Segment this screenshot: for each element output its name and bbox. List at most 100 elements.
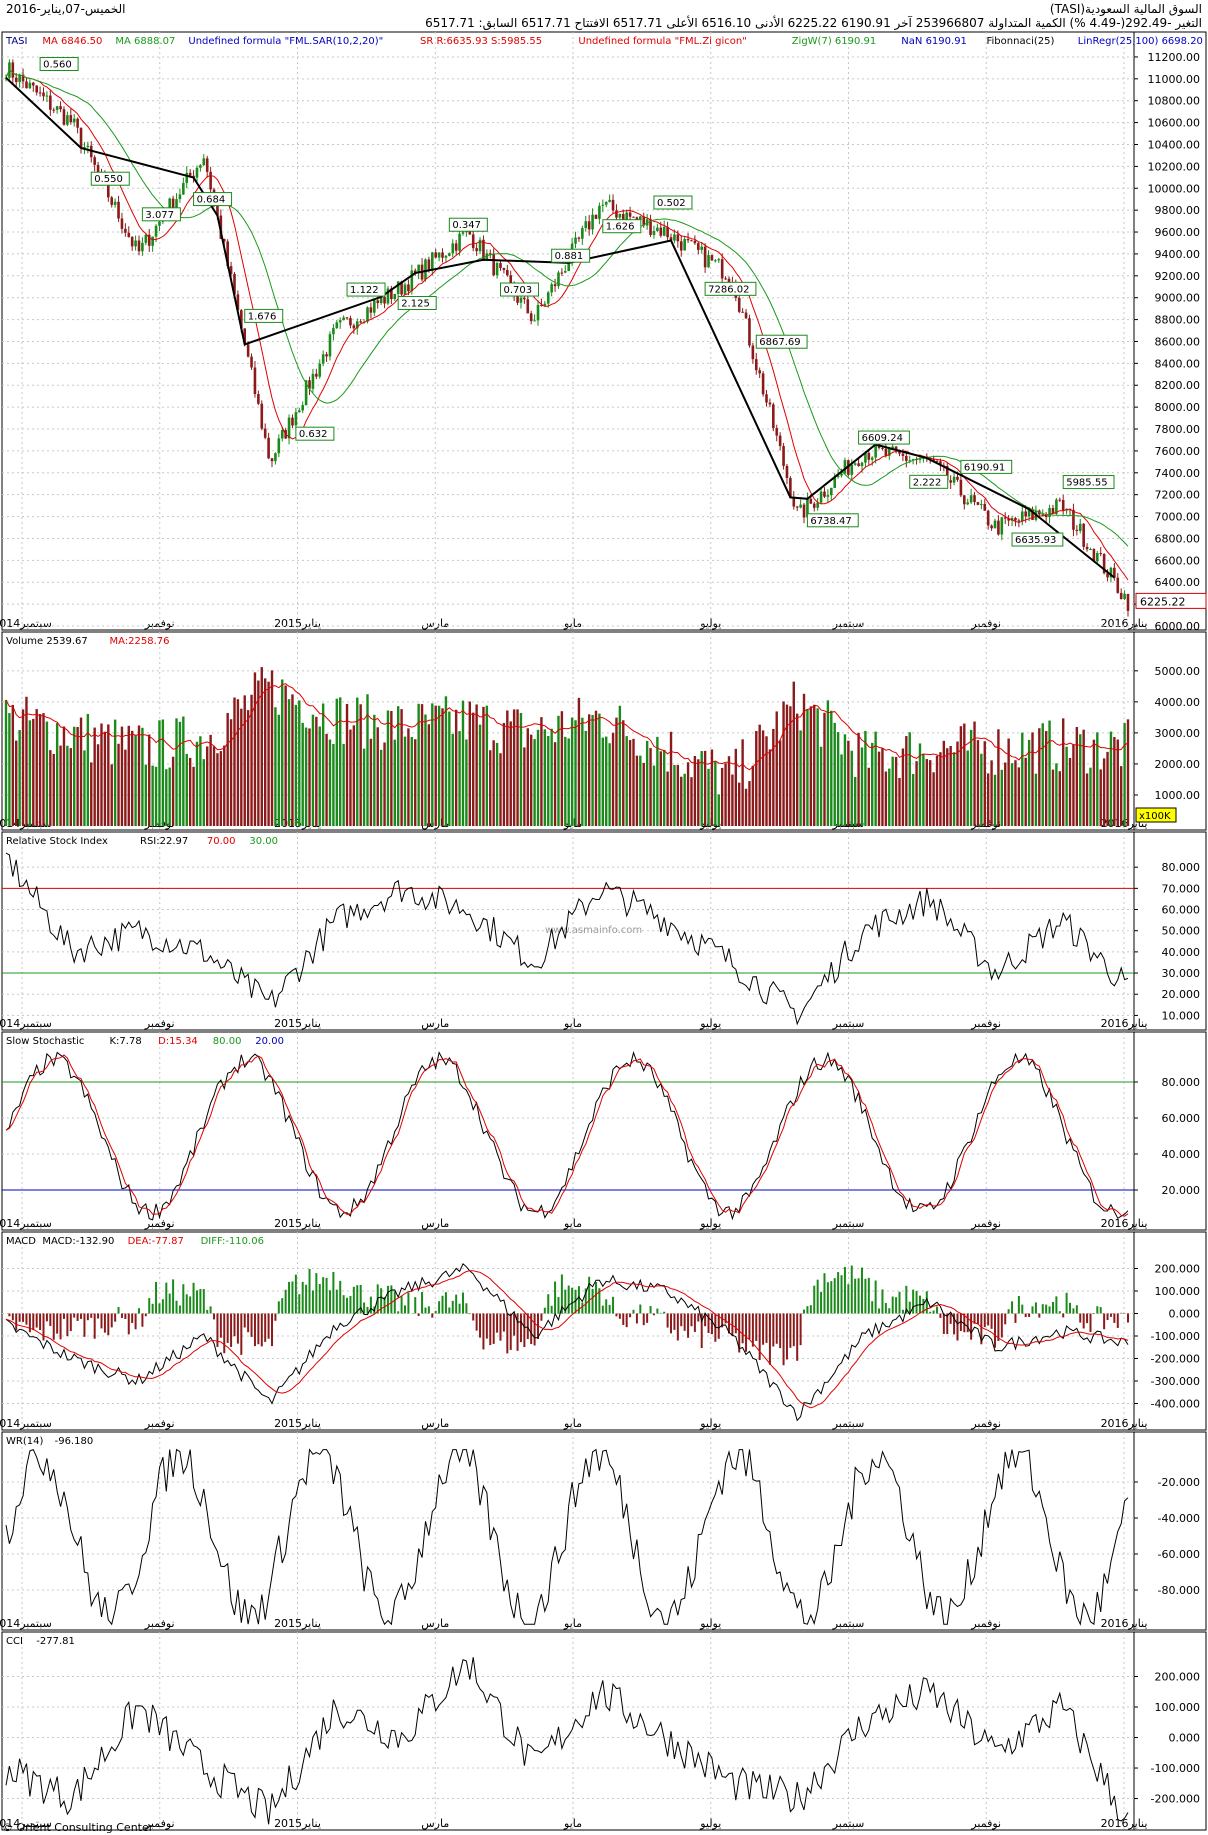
candle-body — [1055, 499, 1058, 514]
candle-body — [175, 199, 178, 211]
candle-body — [396, 281, 400, 295]
candle-body — [1000, 517, 1004, 535]
volume-bar — [383, 742, 386, 826]
volume-bar — [946, 748, 949, 826]
candle-body — [618, 213, 622, 218]
candle-body — [993, 520, 997, 529]
volume-bar — [601, 737, 605, 826]
y-tick-label: 100.000 — [1155, 1285, 1201, 1298]
volume-bar — [567, 738, 570, 826]
candle-body — [454, 243, 458, 251]
volume-bar — [703, 750, 707, 826]
candle-body — [952, 476, 956, 483]
candle-body — [905, 455, 908, 461]
candle-body — [850, 464, 854, 475]
volume-bar — [782, 701, 785, 826]
zig-label: 1.626 — [606, 222, 635, 233]
legend-entry: RSI:22.97 — [140, 836, 188, 847]
stoch-d-line — [5, 1054, 1129, 1217]
candle-body — [748, 318, 751, 346]
volume-bar — [321, 703, 325, 826]
volume-bar — [124, 749, 127, 826]
panel-price: سبتمبر2014 نوفمبر يناير2015 مارس مايو يوليو سب… — [0, 31, 1207, 633]
volume-bar — [1082, 729, 1085, 826]
candle-body — [250, 356, 253, 368]
candle-body — [257, 394, 260, 404]
volume-bar — [645, 740, 649, 826]
candle-body — [376, 300, 380, 304]
x-tick-label: مارس — [421, 617, 449, 630]
volume-bar — [734, 748, 738, 826]
y-tick-label: -400.000 — [1151, 1398, 1200, 1411]
volume-bar — [403, 736, 407, 826]
volume-bar — [652, 765, 656, 826]
candle-body — [717, 259, 721, 261]
candle-body — [662, 226, 666, 236]
candle-body — [1027, 509, 1031, 517]
volume-bar — [761, 730, 765, 826]
volume-bar — [963, 723, 966, 826]
volume-bar — [141, 727, 144, 826]
candle-body — [93, 157, 96, 165]
volume-bar — [686, 762, 690, 826]
y-tick-label: 8800.00 — [1155, 314, 1201, 327]
volume-bar — [499, 753, 502, 826]
zig-label-box — [295, 426, 335, 441]
candle-body — [352, 325, 356, 329]
volume-bar — [277, 714, 281, 826]
candle-body — [819, 491, 823, 503]
y-tick-label: 10.000 — [1162, 1009, 1201, 1022]
volume-bar — [291, 694, 294, 826]
candle-body — [792, 497, 796, 507]
volume-bar — [1072, 744, 1075, 826]
candle-body — [881, 447, 884, 449]
volume-bar — [819, 746, 823, 826]
volume-bar — [990, 760, 993, 826]
zig-label-box — [806, 513, 859, 528]
last-value-label: 6225.22 — [1140, 595, 1186, 608]
candle-body — [1020, 511, 1024, 522]
candle-body — [1085, 546, 1089, 550]
volume-bar — [727, 756, 731, 826]
y-tick-label: 10000.00 — [1148, 182, 1201, 195]
candle-body — [441, 252, 444, 258]
volume-bar — [741, 739, 744, 826]
volume-bar — [519, 712, 523, 826]
candle-body — [499, 263, 502, 269]
volume-bar — [1102, 758, 1106, 826]
candle-body — [529, 313, 533, 322]
volume-bar — [877, 751, 881, 826]
zig-label: 1.676 — [248, 311, 277, 322]
legend-entry: ZigW(7) 6190.91 — [792, 36, 877, 47]
candle-body — [151, 236, 154, 246]
volume-bar — [502, 722, 506, 826]
x-tick-label: سبتمبر — [832, 1417, 865, 1430]
y-tick-label: 70.000 — [1162, 882, 1201, 895]
volume-bar — [1038, 728, 1041, 826]
candle-body — [567, 262, 571, 272]
candle-body — [311, 373, 315, 389]
zig-label: 6635.93 — [1015, 535, 1056, 546]
y-tick-label: 7400.00 — [1155, 467, 1201, 480]
volume-bar — [755, 731, 758, 826]
candle-body — [52, 109, 56, 111]
y-tick-label: -200.000 — [1151, 1353, 1200, 1366]
x-tick-label: يناير2016 — [1101, 1817, 1148, 1830]
candle-body — [778, 435, 782, 447]
candle-body — [853, 463, 857, 465]
candle-body — [891, 446, 894, 449]
y-tick-label: 8200.00 — [1155, 379, 1201, 392]
volume-bar — [216, 753, 219, 826]
legend-entry: MA 6888.07 — [115, 36, 175, 47]
candle-body — [359, 321, 362, 323]
y-tick-label: 10800.00 — [1148, 95, 1201, 108]
candle-body — [342, 317, 345, 321]
candle-body — [417, 264, 420, 274]
x-tick-label: يناير2016 — [1101, 1417, 1148, 1430]
x-tick-label: يناير2016 — [1101, 1017, 1148, 1030]
volume-bar — [250, 694, 253, 826]
legend-entry: D:15.34 — [158, 1036, 198, 1047]
candle-body — [475, 248, 478, 252]
volume-bar — [386, 710, 390, 826]
candle-body — [908, 460, 912, 462]
